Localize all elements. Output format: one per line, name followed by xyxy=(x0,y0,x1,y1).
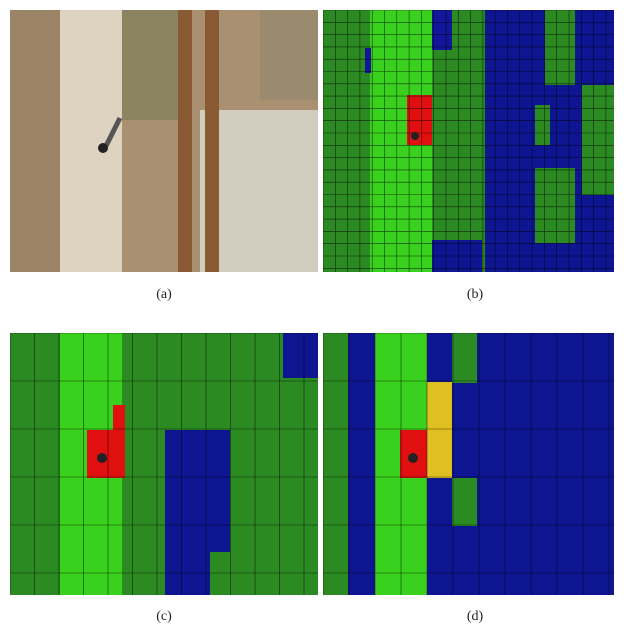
figure: (a) (b) (c) (d) xyxy=(0,0,624,628)
segmentation-d xyxy=(323,333,614,595)
caption: (a) xyxy=(156,287,172,302)
segmentation-b xyxy=(323,10,614,272)
caption: (c) xyxy=(156,609,172,624)
segmentation-c xyxy=(10,333,318,595)
caption: (b) xyxy=(467,287,484,302)
aerial-photo xyxy=(10,10,318,272)
person xyxy=(98,143,108,153)
caption: (d) xyxy=(467,609,484,624)
